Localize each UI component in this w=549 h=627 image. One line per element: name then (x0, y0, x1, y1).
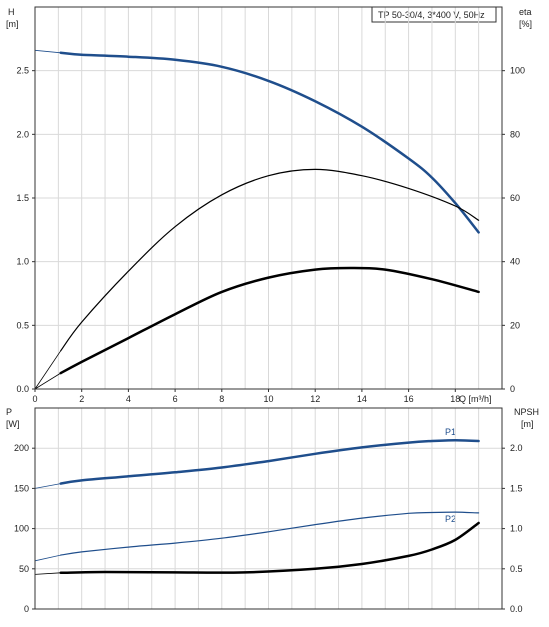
series-label-p2: P2 (445, 514, 456, 524)
series-line-0-1 (60, 168, 480, 352)
series-extension-line (34, 572, 61, 575)
bottom-left-axis-name: P (6, 407, 12, 417)
left-tick-label: 100 (14, 524, 29, 534)
top-left-axis-name: H (8, 7, 15, 17)
left-tick-label: 1.0 (16, 257, 29, 267)
right-tick-label: 100 (510, 66, 525, 76)
x-tick-label: 6 (173, 394, 178, 404)
right-tick-label: 0.5 (510, 564, 523, 574)
plot-frame (34, 6, 503, 390)
series-line-1-2 (59, 521, 480, 575)
x-tick-label: 8 (219, 394, 224, 404)
left-tick-label: 0.5 (16, 320, 29, 330)
x-tick-label: 4 (126, 394, 131, 404)
top-left-axis-unit: [m] (6, 19, 19, 29)
left-tick-label: 2.5 (16, 66, 29, 76)
x-tick-label: 16 (404, 394, 414, 404)
series-label-p1: P1 (445, 427, 456, 437)
right-tick-label: 1.5 (510, 483, 523, 493)
top-right-axis-unit: [%] (519, 19, 532, 29)
series-extension-line (34, 554, 61, 562)
bottom-left-axis-unit: [W] (6, 419, 20, 429)
series-extension-line (34, 372, 61, 390)
bottom-right-axis-unit: [m] (521, 419, 534, 429)
series-extension-line (34, 483, 61, 489)
left-tick-label: 200 (14, 443, 29, 453)
left-tick-label: 0.0 (16, 384, 29, 394)
series-extension-line (34, 350, 62, 390)
right-tick-label: 80 (510, 129, 520, 139)
bottom-right-axis-name: NPSH (514, 407, 539, 417)
x-tick-label: 12 (310, 394, 320, 404)
right-tick-label: 0.0 (510, 604, 523, 614)
right-tick-label: 60 (510, 193, 520, 203)
left-tick-label: 150 (14, 483, 29, 493)
series-line-1-0 (59, 438, 480, 485)
x-tick-label: 14 (357, 394, 367, 404)
left-tick-label: 2.0 (16, 129, 29, 139)
left-tick-label: 1.5 (16, 193, 29, 203)
x-tick-label: 18 (450, 394, 460, 404)
series-line-1-1 (60, 511, 480, 556)
series-extension-line (34, 49, 61, 54)
left-tick-label: 0 (24, 604, 29, 614)
right-tick-label: 2.0 (510, 443, 523, 453)
x-axis-label: Q [m³/h] (459, 394, 492, 404)
series-line-0-0 (59, 51, 480, 234)
plot-frame (34, 407, 503, 610)
series-line-0-2 (59, 266, 480, 375)
top-right-axis-name: eta (519, 7, 532, 17)
right-tick-label: 1.0 (510, 524, 523, 534)
right-tick-label: 0 (510, 384, 515, 394)
x-tick-label: 10 (263, 394, 273, 404)
right-tick-label: 40 (510, 257, 520, 267)
right-tick-label: 20 (510, 320, 520, 330)
x-tick-label: 0 (32, 394, 37, 404)
x-tick-label: 2 (79, 394, 84, 404)
left-tick-label: 50 (19, 564, 29, 574)
